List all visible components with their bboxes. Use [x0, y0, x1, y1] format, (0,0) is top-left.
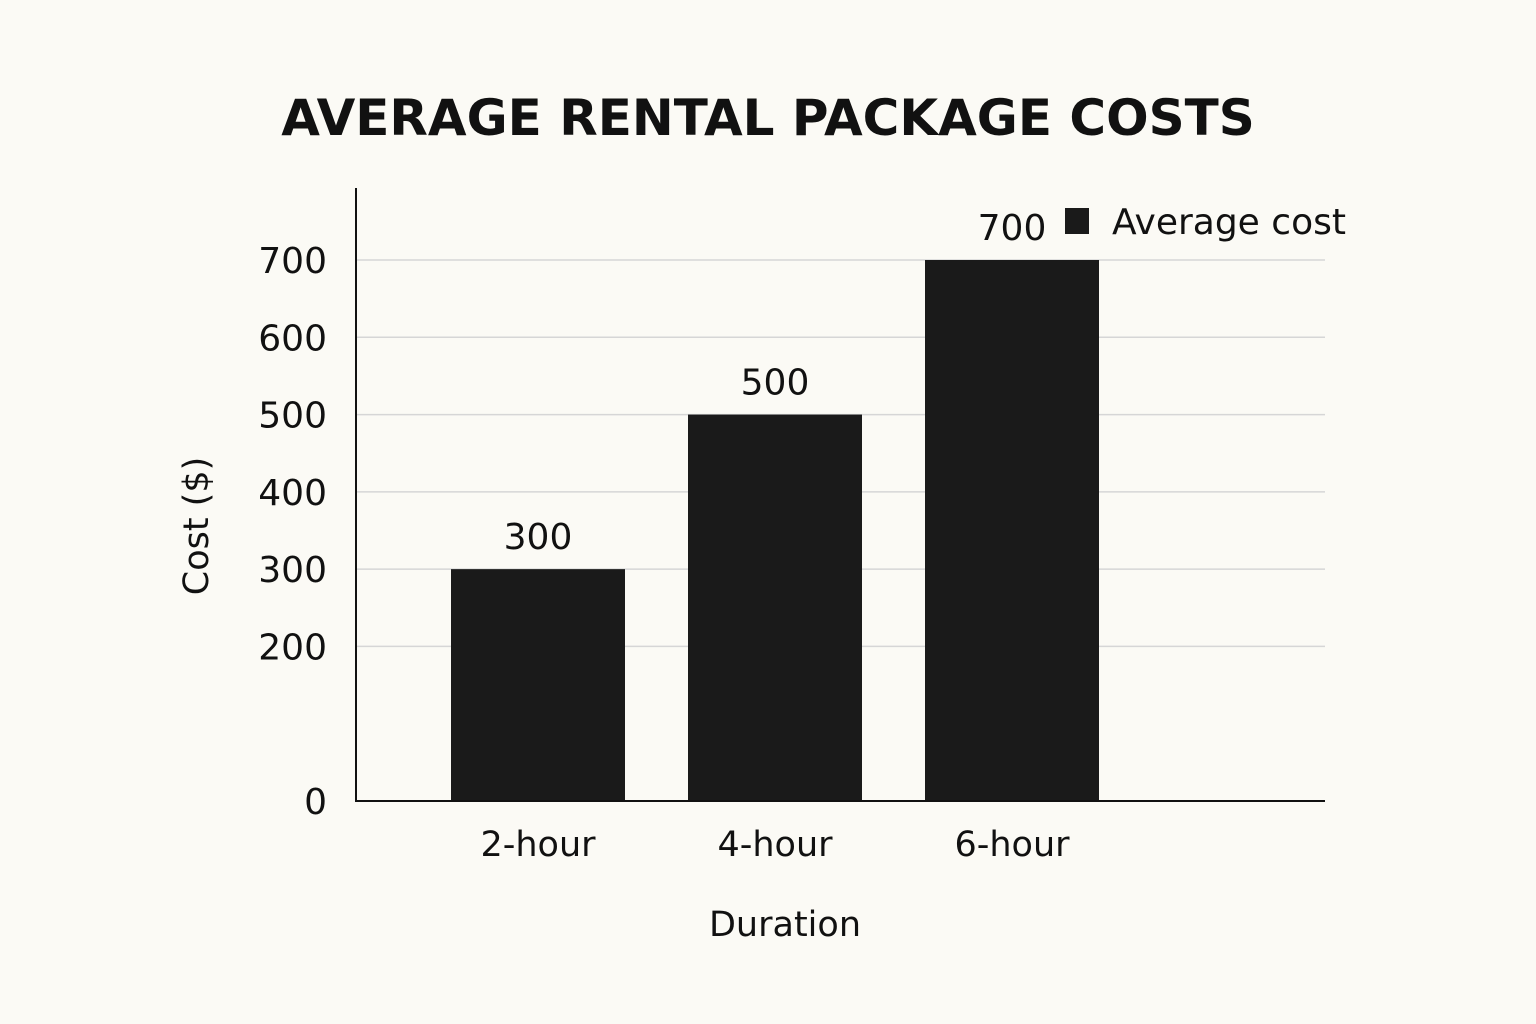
y-tick-label: 600 [258, 318, 327, 359]
x-tick-label-2-hour: 2-hour [480, 825, 596, 865]
x-axis-label: Duration [709, 905, 861, 945]
x-tick-label-4-hour: 4-hour [717, 825, 833, 865]
y-tick-label: 0 [304, 782, 327, 823]
data-labels: 300 500 700 [504, 208, 1047, 558]
legend-swatch [1065, 208, 1089, 234]
bar-4-hour [688, 414, 862, 801]
bar-2-hour [451, 569, 625, 801]
y-tick-label: 300 [258, 550, 327, 591]
legend-label: Average cost [1112, 202, 1346, 243]
data-label-2-hour: 300 [504, 517, 573, 558]
x-tick-label-6-hour: 6-hour [954, 825, 1070, 865]
chart-title: AVERAGE RENTAL PACKAGE COSTS [281, 89, 1254, 147]
y-tick-label: 200 [258, 627, 327, 668]
y-tick-label: 400 [258, 473, 327, 514]
data-label-4-hour: 500 [741, 363, 810, 404]
bar-6-hour [925, 260, 1099, 801]
y-axis-label: Cost ($) [177, 457, 217, 596]
y-tick-label: 500 [258, 396, 327, 437]
legend: Average cost [1065, 202, 1346, 243]
x-axis-ticks: 2-hour 4-hour 6-hour [480, 825, 1070, 865]
y-tick-label: 700 [258, 241, 327, 282]
y-axis-ticks: 0 200 300 400 500 600 700 [258, 241, 327, 823]
bars [451, 260, 1099, 801]
data-label-6-hour: 700 [978, 208, 1047, 249]
